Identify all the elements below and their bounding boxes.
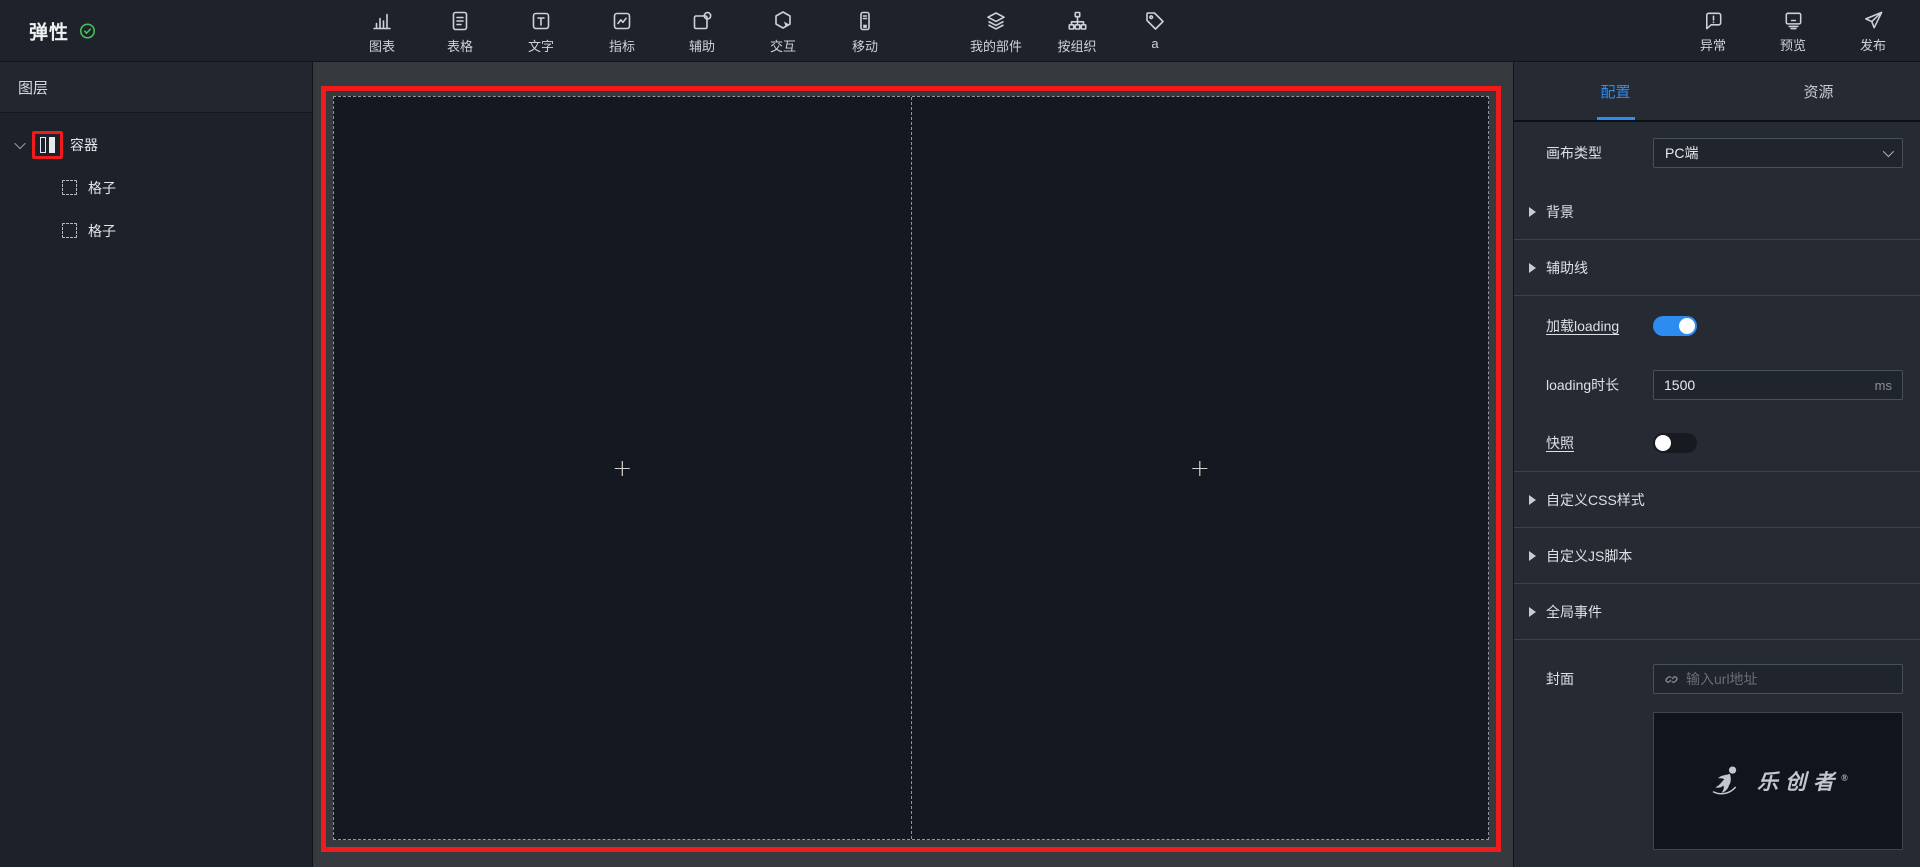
- indicator-icon: [613, 12, 631, 30]
- config-panel-tabs: 配置 资源: [1514, 62, 1920, 122]
- section-global-events[interactable]: 全局事件: [1514, 584, 1920, 640]
- loading-toggle[interactable]: [1653, 316, 1697, 336]
- cover-row: 封面: [1514, 640, 1920, 694]
- section-custom-css[interactable]: 自定义CSS样式: [1514, 472, 1920, 528]
- tool-interact[interactable]: 交互: [770, 9, 796, 55]
- table-icon: [452, 11, 468, 31]
- tool-my-widgets[interactable]: 我的部件: [970, 9, 1022, 55]
- tool-by-org[interactable]: 按组织: [1057, 9, 1097, 55]
- interact-hexagon-icon: [775, 11, 791, 29]
- project-title-wrap: 弹性: [29, 17, 97, 44]
- publish-plane-icon: [1864, 11, 1882, 29]
- tool-tag-a[interactable]: a: [1143, 9, 1167, 51]
- cover-url-field: [1653, 664, 1903, 694]
- loading-label: 加载loading: [1546, 318, 1620, 334]
- grid-cell-icon: [62, 223, 77, 238]
- layer-item-grid-2[interactable]: 格子: [0, 209, 312, 252]
- layer-item-grid-1[interactable]: 格子: [0, 166, 312, 209]
- chevron-down-icon: [1882, 145, 1895, 158]
- canvas-type-row: 画布类型 PC端: [1514, 122, 1920, 184]
- link-icon: [1665, 675, 1678, 683]
- tab-config[interactable]: 配置: [1514, 62, 1717, 120]
- preview-monitor-icon: [1785, 12, 1801, 30]
- container-icon-selected: [32, 130, 63, 159]
- tag-icon: [1146, 12, 1164, 30]
- grid-cell-icon: [62, 180, 77, 195]
- canvas-container[interactable]: + +: [333, 96, 1489, 840]
- snapshot-row: 快照: [1514, 414, 1920, 472]
- publish-button[interactable]: 发布: [1860, 9, 1886, 54]
- tool-text[interactable]: 文字: [528, 9, 554, 55]
- section-background[interactable]: 背景: [1514, 184, 1920, 240]
- topbar: 弹性 图表 表格 文字 指标 辅助 交互 移动: [0, 0, 1920, 62]
- container-cell-1[interactable]: +: [334, 97, 911, 839]
- tool-chart[interactable]: 图表: [369, 9, 395, 55]
- section-guides[interactable]: 辅助线: [1514, 240, 1920, 296]
- chevron-right-icon: [1529, 550, 1536, 561]
- loading-duration-label: loading时长: [1546, 377, 1620, 393]
- container-cell-2[interactable]: +: [910, 97, 1489, 839]
- add-widget-button[interactable]: +: [1189, 454, 1210, 482]
- text-icon: [532, 12, 550, 30]
- tool-assist[interactable]: 辅助: [689, 9, 715, 55]
- page-title: 弹性: [29, 22, 70, 43]
- snapshot-label: 快照: [1546, 434, 1574, 451]
- assist-shape-icon: [693, 11, 712, 30]
- canvas-type-label: 画布类型: [1546, 145, 1602, 161]
- chevron-right-icon: [1529, 262, 1536, 273]
- cover-url-input[interactable]: [1686, 671, 1892, 687]
- duration-unit: ms: [1874, 377, 1892, 393]
- brand-logo-text: 乐创者®: [1757, 770, 1848, 794]
- snapshot-toggle[interactable]: [1653, 432, 1697, 453]
- bar-chart-icon: [373, 13, 391, 30]
- layer-item-container[interactable]: 容器: [0, 123, 312, 166]
- cover-label: 封面: [1546, 671, 1574, 687]
- tab-resources[interactable]: 资源: [1803, 83, 1834, 101]
- chevron-right-icon: [1529, 206, 1536, 217]
- tool-mobile[interactable]: 移动: [852, 9, 878, 55]
- loading-toggle-row: 加载loading: [1514, 296, 1920, 356]
- loading-duration-input[interactable]: [1664, 377, 1875, 393]
- chevron-right-icon: [1529, 494, 1536, 505]
- layers-panel-title: 图层: [0, 62, 312, 113]
- canvas-workspace[interactable]: + +: [313, 62, 1513, 867]
- tool-indicator[interactable]: 指标: [609, 9, 635, 55]
- chevron-right-icon: [1529, 606, 1536, 617]
- section-custom-js[interactable]: 自定义JS脚本: [1514, 528, 1920, 584]
- saved-check-icon: [79, 22, 96, 39]
- preview-button[interactable]: 预览: [1780, 9, 1806, 54]
- add-widget-button[interactable]: +: [612, 454, 633, 482]
- layers-panel: 图层 容器 格子 格子: [0, 62, 313, 867]
- exception-button[interactable]: 异常: [1700, 9, 1726, 54]
- chevron-down-icon[interactable]: [14, 137, 26, 149]
- exception-bubble-icon: [1705, 12, 1721, 30]
- config-panel: 配置 资源 画布类型 PC端 背景 辅助线 加载loading: [1513, 62, 1920, 867]
- mobile-phone-icon: [860, 11, 870, 31]
- tool-table[interactable]: 表格: [447, 9, 473, 55]
- layers-stack-icon: [987, 12, 1005, 30]
- cover-preview-image: 乐创者®: [1653, 712, 1903, 850]
- loading-duration-row: loading时长 ms: [1514, 356, 1920, 414]
- layer-tree: 容器 格子 格子: [0, 113, 312, 252]
- brand-logo-figure: [1712, 766, 1737, 795]
- loading-duration-field: ms: [1653, 370, 1903, 400]
- canvas-type-select[interactable]: PC端: [1653, 138, 1903, 168]
- org-tree-icon: [1067, 11, 1086, 30]
